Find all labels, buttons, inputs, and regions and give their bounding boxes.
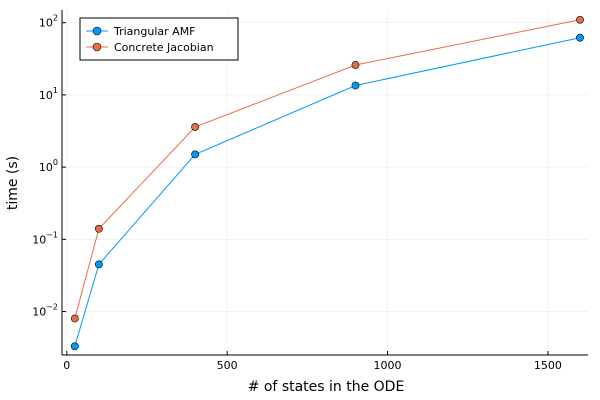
- data-point: [576, 15, 584, 24]
- y-tick-label: 10−2: [32, 303, 58, 319]
- series-layer: [70, 15, 584, 351]
- y-tick-labels: 10−2 10−1 100 101 102: [32, 14, 58, 319]
- legend: Triangular AMF Concrete Jacobian: [79, 17, 239, 61]
- x-tick-labels: 0 500 1000 1500: [63, 359, 562, 372]
- legend-marker: [92, 42, 102, 52]
- x-tick-label: 500: [217, 359, 238, 372]
- x-tick-label: 1500: [534, 359, 562, 372]
- data-point: [70, 314, 79, 323]
- legend-label: Triangular AMF: [113, 25, 196, 38]
- data-point: [94, 260, 103, 269]
- data-point: [351, 81, 360, 90]
- x-axis-label: # of states in the ODE: [248, 379, 405, 395]
- axes: [61, 10, 588, 356]
- data-point: [576, 33, 584, 42]
- y-axis-label: time (s): [5, 156, 21, 210]
- series-2: [70, 15, 584, 323]
- legend-box: [79, 17, 239, 61]
- data-point: [191, 150, 200, 159]
- data-point: [191, 123, 200, 131]
- y-tick-label: 101: [39, 86, 58, 102]
- legend-label: Concrete Jacobian: [114, 41, 214, 54]
- data-point: [351, 61, 360, 69]
- y-tick-label: 102: [39, 14, 58, 30]
- x-tick-label: 1000: [374, 359, 402, 372]
- legend-marker: [92, 26, 102, 36]
- data-point: [94, 224, 103, 233]
- series-1: [70, 33, 584, 351]
- data-point: [70, 342, 79, 351]
- x-tick-label: 0: [63, 359, 70, 372]
- y-tick-label: 10−1: [32, 230, 58, 246]
- y-tick-label: 100: [39, 158, 58, 174]
